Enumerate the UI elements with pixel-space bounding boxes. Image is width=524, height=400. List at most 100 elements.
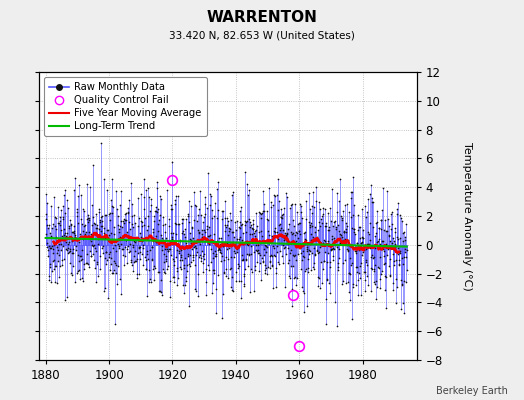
Point: [260, 252, 268, 258]
Point: [339, 260, 347, 266]
Point: [308, 210, 316, 216]
Point: [214, 246, 223, 252]
Point: [180, 281, 189, 288]
Point: [52, 234, 61, 240]
Point: [137, 190, 145, 197]
Point: [264, 264, 272, 270]
Point: [285, 273, 293, 279]
Point: [352, 264, 360, 270]
Point: [354, 227, 362, 233]
Point: [60, 230, 69, 236]
Point: [263, 271, 271, 278]
Point: [167, 206, 175, 213]
Point: [382, 304, 390, 311]
Point: [85, 229, 93, 235]
Point: [123, 246, 132, 252]
Point: [162, 246, 171, 253]
Point: [124, 210, 132, 216]
Point: [210, 231, 218, 237]
Point: [57, 206, 66, 213]
Point: [73, 206, 81, 212]
Point: [388, 209, 397, 216]
Point: [308, 250, 316, 256]
Point: [396, 250, 404, 256]
Point: [292, 229, 301, 235]
Point: [391, 229, 399, 236]
Point: [301, 236, 309, 242]
Point: [280, 205, 288, 211]
Point: [91, 264, 100, 271]
Point: [384, 216, 392, 222]
Point: [330, 241, 338, 248]
Point: [359, 243, 368, 249]
Point: [248, 226, 257, 232]
Point: [375, 236, 383, 242]
Point: [216, 249, 224, 255]
Point: [241, 217, 249, 224]
Point: [221, 222, 229, 228]
Point: [369, 254, 377, 261]
Point: [171, 220, 179, 226]
Point: [184, 211, 192, 218]
Point: [245, 252, 254, 258]
Point: [66, 260, 74, 266]
Point: [125, 219, 133, 226]
Point: [397, 218, 406, 224]
Point: [265, 240, 274, 246]
Point: [117, 241, 125, 248]
Point: [147, 257, 156, 263]
Point: [331, 299, 340, 305]
Point: [134, 223, 143, 229]
Point: [51, 223, 59, 230]
Point: [165, 246, 173, 252]
Point: [303, 303, 312, 309]
Point: [211, 286, 220, 292]
Point: [338, 281, 346, 287]
Point: [157, 247, 166, 253]
Point: [266, 259, 274, 266]
Point: [71, 234, 80, 240]
Point: [77, 216, 85, 222]
Point: [387, 226, 396, 232]
Point: [162, 235, 170, 241]
Point: [124, 197, 133, 203]
Point: [254, 246, 262, 253]
Point: [113, 213, 122, 219]
Text: 33.420 N, 82.653 W (United States): 33.420 N, 82.653 W (United States): [169, 30, 355, 40]
Point: [171, 239, 179, 246]
Point: [112, 262, 120, 268]
Point: [369, 266, 378, 272]
Point: [344, 248, 352, 254]
Point: [192, 203, 201, 209]
Point: [347, 262, 355, 268]
Point: [290, 223, 299, 230]
Point: [336, 238, 345, 244]
Point: [289, 252, 297, 258]
Point: [315, 243, 324, 250]
Point: [385, 232, 393, 238]
Point: [41, 216, 50, 222]
Point: [158, 292, 167, 298]
Point: [125, 233, 133, 239]
Point: [208, 215, 216, 221]
Point: [120, 233, 128, 239]
Point: [286, 274, 294, 281]
Point: [379, 238, 387, 245]
Point: [294, 221, 302, 227]
Point: [233, 236, 241, 242]
Point: [89, 162, 97, 168]
Point: [334, 260, 343, 266]
Point: [400, 278, 409, 284]
Point: [137, 234, 146, 240]
Point: [367, 182, 376, 188]
Point: [234, 236, 243, 242]
Point: [187, 240, 195, 246]
Point: [199, 253, 208, 259]
Point: [249, 236, 258, 243]
Point: [128, 244, 137, 250]
Point: [52, 244, 61, 250]
Point: [86, 248, 94, 254]
Point: [140, 175, 149, 182]
Point: [211, 252, 220, 259]
Point: [347, 225, 356, 231]
